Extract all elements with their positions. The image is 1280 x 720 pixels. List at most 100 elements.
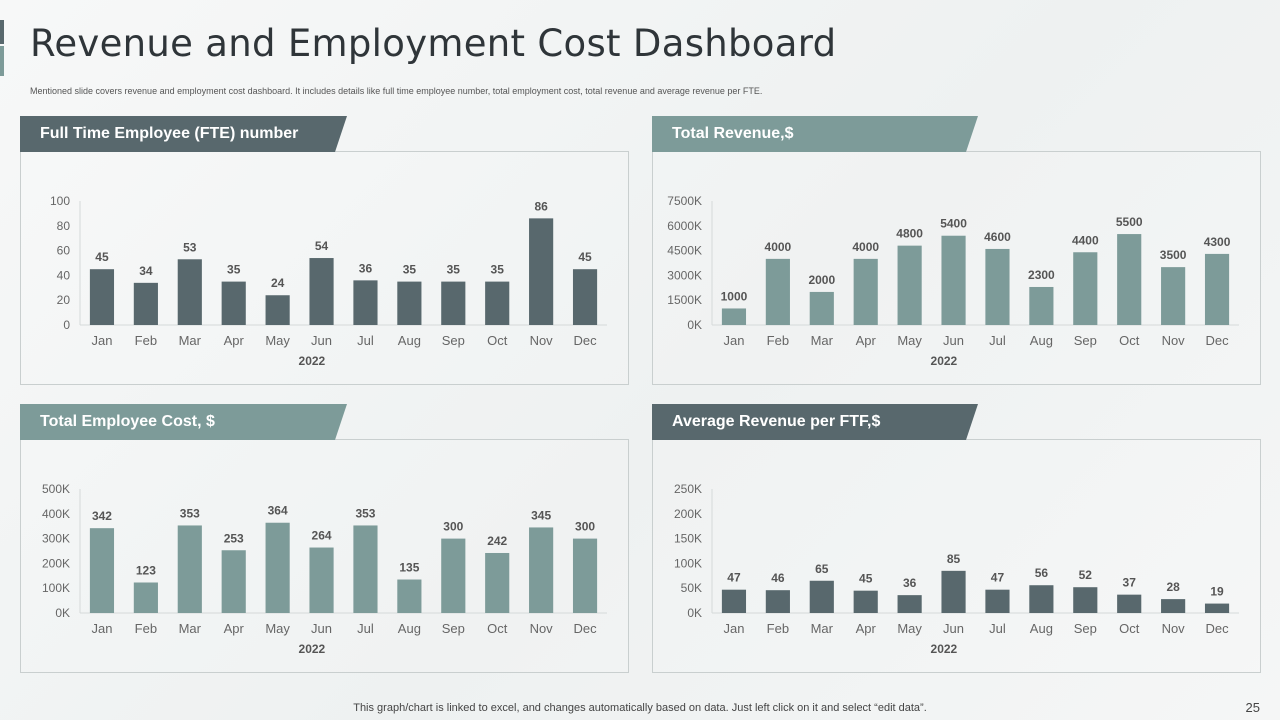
cost-bar <box>572 538 598 613</box>
avg-data-label: 52 <box>1079 568 1093 582</box>
avg-y-tick-label: 0K <box>687 606 702 620</box>
avg-chart[interactable]: 0K 50K 100K 150K 200K 250K 47 Jan 46 Feb 65 Mar 45 Ap… <box>652 439 1259 671</box>
cost-x-tick-label: Mar <box>179 621 202 636</box>
cost-y-tick-label: 100K <box>42 581 70 595</box>
revenue-x-tick-label: May <box>897 333 922 348</box>
avg-panel-frame <box>652 439 1261 673</box>
cost-data-label: 300 <box>443 520 463 534</box>
avg-data-label: 45 <box>859 572 873 586</box>
revenue-bar <box>1073 252 1098 325</box>
cost-bar <box>309 547 334 613</box>
revenue-chart[interactable]: 0K 1500K 3000K 4500K 6000K 7500K 1000 Jan 4000 Fe… <box>652 151 1259 383</box>
cost-chart[interactable]: 0K 100K 200K 300K 400K 500K 342 Jan 123 Feb 353 Mar… <box>20 439 627 671</box>
revenue-y-tick-label: 3000K <box>667 268 702 282</box>
avg-x-tick-label: Nov <box>1162 621 1186 636</box>
avg-y-tick-label: 250K <box>674 482 702 496</box>
avg-panel-title: Average Revenue per FTF,$ <box>652 404 978 440</box>
avg-x-tick-label: Aug <box>1030 621 1053 636</box>
cost-data-label: 353 <box>180 506 200 520</box>
avg-bar <box>809 580 834 613</box>
cost-data-label: 353 <box>355 506 375 520</box>
fte-y-tick-label: 60 <box>57 244 71 258</box>
cost-bar <box>441 538 466 613</box>
revenue-y-tick-label: 1500K <box>667 293 702 307</box>
revenue-data-label: 4000 <box>765 240 792 254</box>
cost-x-tick-label: Oct <box>487 621 508 636</box>
revenue-data-label: 4000 <box>852 240 879 254</box>
cost-data-label: 345 <box>531 508 551 522</box>
cost-x-tick-label: Dec <box>573 621 597 636</box>
cost-bar <box>133 582 158 613</box>
fte-y-tick-label: 100 <box>50 194 70 208</box>
revenue-data-label: 2000 <box>808 273 835 287</box>
avg-x-tick-label: Dec <box>1205 621 1229 636</box>
cost-data-label: 135 <box>399 561 419 575</box>
revenue-x-tick-label: Jul <box>989 333 1006 348</box>
revenue-bar <box>897 245 922 325</box>
revenue-data-label: 1000 <box>721 289 748 303</box>
cost-x-tick-label: Nov <box>530 621 554 636</box>
title-accent-bar-bottom <box>0 46 4 76</box>
avg-bar <box>1161 599 1186 613</box>
fte-x-tick-label: Jun <box>311 333 332 348</box>
page-title: Revenue and Employment Cost Dashboard <box>30 22 837 65</box>
avg-bar <box>941 570 966 613</box>
cost-bar <box>265 522 290 613</box>
cost-x-tick-label: Aug <box>398 621 421 636</box>
avg-bar <box>1029 585 1054 613</box>
cost-bar <box>89 528 115 613</box>
cost-x-tick-label: Jun <box>311 621 332 636</box>
avg-data-label: 65 <box>815 562 829 576</box>
avg-x-tick-label: Sep <box>1074 621 1097 636</box>
fte-data-label: 36 <box>359 261 373 275</box>
cost-bar <box>529 527 554 613</box>
fte-bar <box>441 281 466 325</box>
cost-bar <box>221 550 246 613</box>
revenue-y-tick-label: 0K <box>687 318 702 332</box>
avg-data-label: 56 <box>1035 566 1049 580</box>
revenue-data-label: 5500 <box>1116 215 1143 229</box>
cost-x-axis-title: 2022 <box>299 642 326 656</box>
avg-x-tick-label: Jun <box>943 621 964 636</box>
cost-data-label: 264 <box>312 529 332 543</box>
fte-x-tick-label: Nov <box>530 333 554 348</box>
avg-y-tick-label: 150K <box>674 532 702 546</box>
avg-x-axis-title: 2022 <box>931 642 958 656</box>
avg-y-tick-label: 50K <box>681 581 702 595</box>
cost-data-label: 364 <box>268 504 288 518</box>
fte-y-tick-label: 0 <box>63 318 70 332</box>
fte-bar <box>309 258 334 325</box>
cost-bar <box>177 525 202 613</box>
fte-bar <box>529 218 554 325</box>
fte-bar <box>485 281 510 325</box>
revenue-bar <box>853 258 878 325</box>
cost-y-tick-label: 400K <box>42 507 70 521</box>
fte-data-label: 54 <box>315 239 329 253</box>
revenue-data-label: 4400 <box>1072 233 1099 247</box>
fte-data-label: 35 <box>227 263 241 277</box>
fte-bar <box>353 280 378 325</box>
fte-bar <box>133 282 158 325</box>
avg-data-label: 37 <box>1123 576 1137 590</box>
cost-x-tick-label: Feb <box>135 621 157 636</box>
revenue-y-tick-label: 7500K <box>667 194 702 208</box>
cost-x-tick-label: Apr <box>224 621 245 636</box>
fte-data-label: 86 <box>534 199 548 213</box>
fte-bar <box>89 269 115 325</box>
avg-data-label: 47 <box>727 571 741 585</box>
footer-note: This graph/chart is linked to excel, and… <box>353 702 927 714</box>
avg-x-tick-label: May <box>897 621 922 636</box>
revenue-y-tick-label: 4500K <box>667 244 702 258</box>
cost-data-label: 242 <box>487 534 507 548</box>
cost-data-label: 300 <box>575 520 595 534</box>
revenue-bar <box>985 248 1010 325</box>
avg-bar <box>765 590 790 613</box>
avg-data-label: 28 <box>1166 580 1180 594</box>
fte-y-tick-label: 80 <box>57 219 71 233</box>
avg-data-label: 36 <box>903 576 917 590</box>
fte-chart[interactable]: 0 20 40 60 80 100 45 Jan 34 Feb 53 Mar 35 Apr 24 May 54 J… <box>20 151 627 383</box>
revenue-x-tick-label: Mar <box>811 333 834 348</box>
fte-x-tick-label: Aug <box>398 333 421 348</box>
fte-y-tick-label: 40 <box>57 268 71 282</box>
revenue-bar <box>721 308 747 325</box>
